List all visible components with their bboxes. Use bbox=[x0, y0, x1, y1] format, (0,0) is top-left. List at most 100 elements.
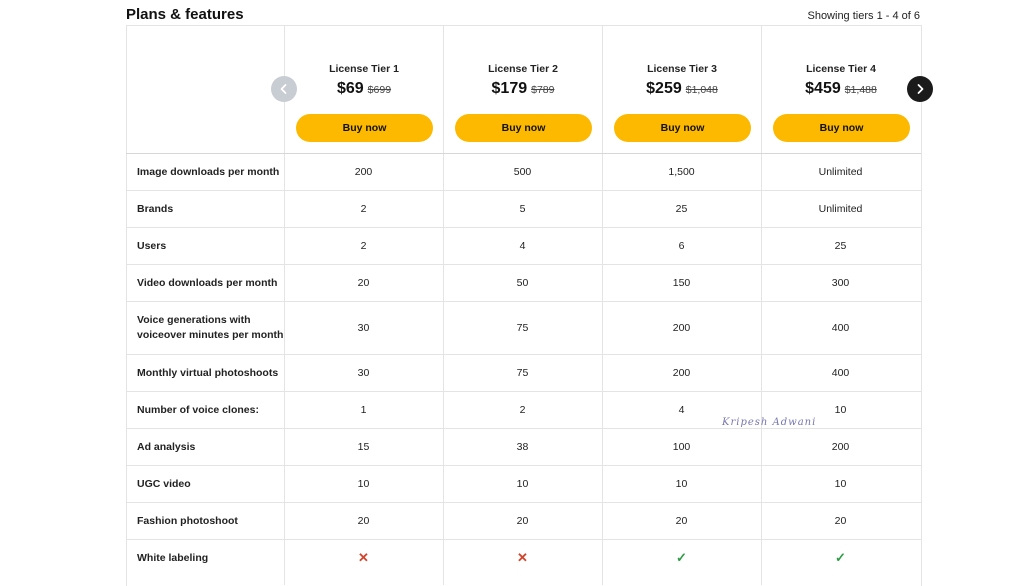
tier-price-group: $179 $789 bbox=[444, 80, 602, 98]
tier-name: License Tier 2 bbox=[488, 63, 558, 75]
previous-tiers-button[interactable] bbox=[271, 76, 297, 102]
feature-value: 20 bbox=[834, 515, 847, 527]
feature-value: 400 bbox=[831, 322, 850, 334]
feature-value: 1 bbox=[360, 404, 367, 416]
feature-value: 4 bbox=[519, 240, 526, 252]
feature-value: 75 bbox=[516, 367, 529, 379]
table-row: Fashion photoshoot 20 20 20 20 bbox=[126, 503, 921, 540]
chevron-left-icon bbox=[280, 84, 287, 94]
table-row: Users 2 4 6 25 bbox=[126, 228, 921, 265]
feature-value: ✕ bbox=[443, 540, 602, 576]
feature-value: 20 bbox=[516, 515, 529, 527]
cross-icon: ✕ bbox=[358, 550, 369, 565]
feature-label: Image downloads per month bbox=[137, 165, 280, 178]
feature-label: Fashion photoshoot bbox=[137, 514, 238, 527]
buy-now-button[interactable]: Buy now bbox=[773, 114, 910, 142]
feature-value: 400 bbox=[831, 367, 850, 379]
tier-price: $69 bbox=[336, 80, 364, 97]
feature-value: 5 bbox=[519, 203, 526, 215]
feature-value: 25 bbox=[834, 240, 847, 252]
table-row: Image downloads per month 200 500 1,500 … bbox=[126, 154, 921, 191]
column-divider bbox=[761, 25, 762, 585]
table-row: Video downloads per month 20 50 150 300 bbox=[126, 265, 921, 302]
column-divider bbox=[443, 25, 444, 585]
feature-value: 100 bbox=[672, 441, 691, 453]
feature-value: 150 bbox=[672, 277, 691, 289]
tier-price: $459 bbox=[805, 80, 841, 97]
feature-value: ✓ bbox=[602, 540, 761, 576]
feature-value: 50 bbox=[516, 277, 529, 289]
tier-old-price: $699 bbox=[367, 84, 392, 96]
feature-value: Unlimited bbox=[818, 203, 863, 215]
tier-name: License Tier 1 bbox=[329, 63, 399, 75]
tier-price-group: $259 $1,048 bbox=[603, 80, 761, 98]
feature-value: 15 bbox=[357, 441, 370, 453]
feature-value: 10 bbox=[675, 478, 688, 490]
feature-value: 2 bbox=[360, 240, 367, 252]
feature-value: 38 bbox=[516, 441, 529, 453]
feature-label: Ad analysis bbox=[137, 440, 196, 453]
tier-header-1: License Tier 1 $69 $699 Buy now bbox=[285, 25, 443, 153]
feature-label: Number of voice clones: bbox=[137, 403, 259, 416]
feature-value: 200 bbox=[672, 367, 691, 379]
table-row: Monthly virtual photoshoots 30 75 200 40… bbox=[126, 355, 921, 392]
tier-price: $179 bbox=[491, 80, 528, 97]
feature-label: White labeling bbox=[137, 551, 209, 564]
feature-value: ✕ bbox=[284, 540, 443, 576]
column-divider bbox=[284, 25, 285, 585]
tier-name: License Tier 3 bbox=[647, 63, 717, 75]
feature-value: 20 bbox=[357, 515, 370, 527]
feature-value: 30 bbox=[357, 367, 370, 379]
table-row: UGC video 10 10 10 10 bbox=[126, 466, 921, 503]
feature-value: 10 bbox=[834, 404, 847, 416]
table-row: Brands 2 5 25 Unlimited bbox=[126, 191, 921, 228]
buy-now-button[interactable]: Buy now bbox=[296, 114, 433, 142]
feature-value: 30 bbox=[357, 322, 370, 334]
feature-label: Video downloads per month bbox=[137, 276, 278, 289]
tier-header-3: License Tier 3 $259 $1,048 Buy now bbox=[603, 25, 761, 153]
feature-value: 10 bbox=[516, 478, 529, 490]
header-divider bbox=[126, 153, 921, 154]
feature-label: UGC video bbox=[137, 477, 191, 490]
tier-header-4: License Tier 4 $459 $1,488 Buy now bbox=[762, 25, 920, 153]
feature-label: Users bbox=[137, 239, 167, 252]
table-row: Number of voice clones: 1 2 4 10 bbox=[126, 392, 921, 429]
feature-value: 2 bbox=[360, 203, 367, 215]
feature-value: ✓ bbox=[761, 540, 920, 576]
signature-watermark: Kripesh Adwani bbox=[722, 417, 817, 428]
tier-name: License Tier 4 bbox=[806, 63, 876, 75]
tier-price-group: $459 $1,488 bbox=[762, 80, 920, 98]
tier-old-price: $789 bbox=[531, 84, 555, 96]
feature-value: Unlimited bbox=[818, 166, 863, 178]
plans-table bbox=[126, 25, 922, 586]
feature-value: 75 bbox=[516, 322, 529, 334]
feature-value: 10 bbox=[357, 478, 370, 490]
table-row: White labeling ✕ ✕ ✓ ✓ bbox=[126, 540, 921, 576]
table-row: Voice generations with voiceover minutes… bbox=[126, 302, 921, 355]
check-icon: ✓ bbox=[835, 550, 846, 565]
tier-header-2: License Tier 2 $179 $789 Buy now bbox=[444, 25, 602, 153]
feature-value: 4 bbox=[678, 404, 685, 416]
page-title: Plans & features bbox=[126, 6, 244, 23]
table-row: Ad analysis 15 38 100 200 bbox=[126, 429, 921, 466]
tier-count-label: Showing tiers 1 - 4 of 6 bbox=[807, 10, 920, 22]
feature-value: 300 bbox=[831, 277, 850, 289]
feature-value: 20 bbox=[357, 277, 370, 289]
buy-now-button[interactable]: Buy now bbox=[455, 114, 592, 142]
feature-value: 1,500 bbox=[668, 166, 695, 178]
feature-value: 500 bbox=[513, 166, 532, 178]
feature-label: Voice generations with voiceover minutes… bbox=[137, 314, 284, 341]
buy-now-button[interactable]: Buy now bbox=[614, 114, 751, 142]
feature-label: Brands bbox=[137, 202, 174, 215]
feature-value: 20 bbox=[675, 515, 688, 527]
chevron-right-icon bbox=[917, 84, 924, 94]
feature-value: 25 bbox=[675, 203, 688, 215]
feature-value: 2 bbox=[519, 404, 526, 416]
next-tiers-button[interactable] bbox=[907, 76, 933, 102]
tier-price: $259 bbox=[646, 80, 682, 97]
cross-icon: ✕ bbox=[517, 550, 528, 565]
tier-price-group: $69 $699 bbox=[285, 80, 443, 98]
check-icon: ✓ bbox=[676, 550, 687, 565]
feature-value: 200 bbox=[354, 166, 373, 178]
tier-old-price: $1,488 bbox=[844, 84, 877, 96]
